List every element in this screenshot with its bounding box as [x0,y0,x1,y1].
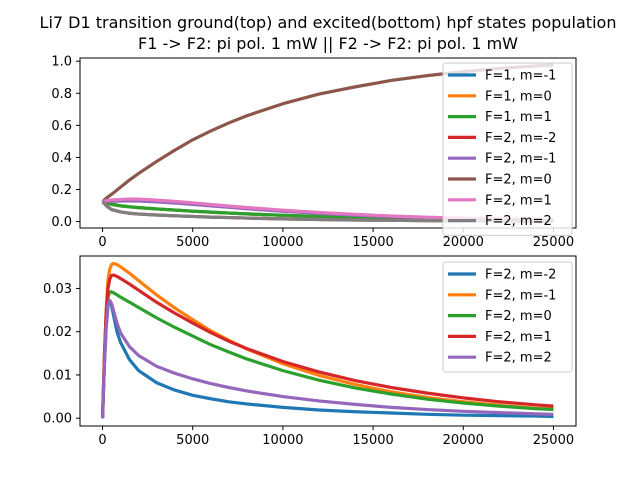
legend-label: F=2, m=-2 [485,268,556,283]
x-tick-label: 5000 [176,433,209,448]
legend-label: F=2, m=0 [485,173,552,188]
x-tick-label: 15000 [352,433,393,448]
legend-box [442,261,573,373]
y-tick-label: 0.01 [43,368,72,383]
y-tick-label: 0.6 [51,119,72,134]
y-tick-label: 0.0 [51,215,72,230]
figure-title-line1: Li7 D1 transition ground(top) and excite… [40,13,617,32]
y-tick-label: 1.0 [51,55,72,70]
legend-label: F=2, m=2 [485,214,552,229]
legend-label: F=2, m=0 [485,309,552,324]
y-tick-label: 0.03 [43,282,72,297]
series-line-1 [100,261,554,419]
y-tick-label: 0.00 [43,412,72,427]
series-line-3 [100,273,554,419]
x-tick-label: 10000 [262,433,303,448]
x-tick-label: 25000 [533,433,574,448]
figure-title-line2: F1 -> F2: pi pol. 1 mW || F2 -> F2: pi p… [138,34,518,53]
x-tick-label: 15000 [352,235,393,250]
legend-label: F=2, m=-1 [485,288,556,303]
x-tick-label: 0 [98,235,106,250]
y-tick-label: 0.4 [51,151,72,166]
axes-frame [79,255,577,427]
legend-label: F=2, m=2 [485,351,552,366]
bottom-panel: 0 5000 10000 15000 20000 25000 0.00 0.01 0.02 0.0… [43,255,577,448]
x-tick-label: 20000 [443,235,484,250]
top-panel: 0 5000 10000 15000 20000 25000 0.0 0.2 0.4 0.6 0.8… [51,55,577,250]
legend-label: F=2, m=1 [485,330,552,345]
series-line-2 [100,290,554,419]
y-tick-label: 0.8 [51,87,72,102]
y-tick-label: 0.02 [43,325,72,340]
x-tick-label: 20000 [443,433,484,448]
x-tick-label: 25000 [533,235,574,250]
axes-frame [79,57,577,229]
x-tick-label: 10000 [262,235,303,250]
x-tick-label: 5000 [176,235,209,250]
series-line-4 [100,298,554,419]
legend-label: F=2, m=-2 [485,131,556,146]
series-lines [101,63,554,223]
legend-box [442,62,573,236]
series-lines [100,261,554,419]
legend-label: F=2, m=-1 [485,152,556,167]
y-tick-label: 0.2 [51,183,72,198]
legend-label: F=1, m=-1 [485,69,556,84]
x-tick-label: 0 [98,433,106,448]
legend-label: F=1, m=1 [485,110,552,125]
legend-label: F=2, m=1 [485,193,552,208]
legend-label: F=1, m=0 [485,89,552,104]
